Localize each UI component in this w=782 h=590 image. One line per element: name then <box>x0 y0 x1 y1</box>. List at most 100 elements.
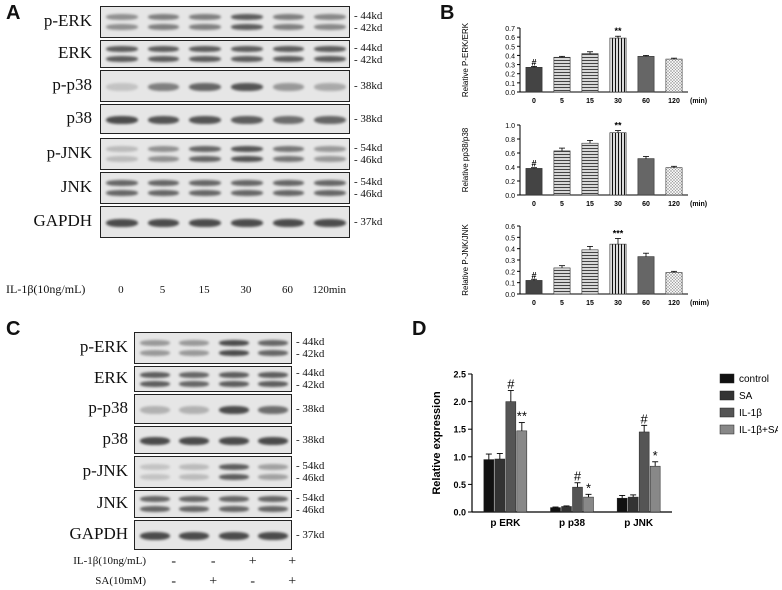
panel-label-b: B <box>440 2 455 24</box>
significance-mark: ** <box>614 121 622 131</box>
y-tick-label: 1.0 <box>453 452 466 462</box>
blot-row-label: GAPDH <box>33 211 92 230</box>
molecular-weight: - 54kd - 46kd <box>354 142 382 166</box>
legend-swatch <box>719 407 735 418</box>
blot-band <box>218 532 249 540</box>
chart-b1-perk: Relative P-ERK/ERK 0.0 0.1 0.2 0.3 0.4 0.5 0.6 0… <box>461 22 707 105</box>
blot-band <box>258 406 289 414</box>
x-tick-label: 15 <box>586 98 594 105</box>
bar <box>609 243 627 295</box>
blot-strip <box>100 138 350 170</box>
blot-band <box>179 496 210 503</box>
blot-band <box>139 350 170 357</box>
blot-band <box>258 496 289 503</box>
blot-band <box>139 532 170 540</box>
blot-row-label: ERK <box>94 368 128 387</box>
blot-band <box>218 406 249 414</box>
mw-marker: - 46kd <box>354 188 383 200</box>
timepoint-label: 5 <box>159 284 166 296</box>
blot-band <box>147 24 180 31</box>
x-tick-label: 120 <box>668 300 680 307</box>
blot-row-label: ERK <box>58 43 92 62</box>
blot-band <box>106 116 138 124</box>
blot-strip <box>134 332 292 364</box>
condition-label: IL-1β(10ng/mL) <box>73 555 146 567</box>
bar <box>616 497 628 513</box>
blot-band <box>106 219 138 227</box>
y-tick-label: 0.2 <box>505 72 515 79</box>
bar <box>581 142 599 196</box>
blot-band <box>218 505 249 512</box>
molecular-weight: - 37kd <box>354 216 382 228</box>
blot-band <box>139 371 170 378</box>
chart-d-relative-expression: Relative expression0.00.51.01.52.02.5#**… <box>431 370 778 530</box>
blot-band <box>231 116 263 124</box>
blot-band <box>147 219 180 227</box>
timepoint-label: 120min <box>312 284 346 296</box>
blot-band <box>179 532 210 540</box>
condition-value: - <box>210 554 216 569</box>
x-tick-label: 5 <box>560 201 564 208</box>
bar <box>665 272 683 295</box>
bar <box>637 158 655 196</box>
blot-row-label: p-p38 <box>52 75 92 94</box>
chart-b3-pjnk: Relative P-JNK/JNK 0.0 0.1 0.2 0.3 0.4 0.5 0.6 #… <box>461 224 709 307</box>
blot-band <box>189 190 221 197</box>
bar <box>609 37 627 93</box>
blot-band <box>139 406 170 414</box>
blot-band <box>179 350 210 357</box>
blot-band <box>258 339 289 346</box>
y-tick-label: 0.0 <box>453 508 466 518</box>
blot-band <box>179 474 210 481</box>
blot-band <box>218 474 249 481</box>
x-tick-label: 60 <box>642 201 650 208</box>
mw-marker: - 44kd <box>296 367 325 379</box>
blot-band <box>179 463 210 470</box>
bar <box>525 168 543 196</box>
blot-band <box>139 474 170 481</box>
treatment-label-a: IL-1β(10ng/mL) <box>6 282 86 296</box>
blot-band <box>147 13 180 20</box>
blot-band <box>189 55 221 62</box>
significance-mark: * <box>653 448 658 463</box>
x-tick-label: 120 <box>668 201 680 208</box>
significance-mark: *** <box>613 228 624 238</box>
y-axis-label: Relative P-JNK/JNK <box>461 224 470 296</box>
x-tick-label: 120 <box>668 98 680 105</box>
blot-band <box>218 371 249 378</box>
condition-value: + <box>288 554 297 569</box>
blot-band <box>139 496 170 503</box>
significance-mark: ** <box>614 26 622 36</box>
blot-strip <box>134 520 292 550</box>
mw-marker: - 42kd <box>354 22 383 34</box>
blot-band <box>106 156 138 163</box>
y-tick-label: 0.2 <box>505 269 515 276</box>
x-tick-label: p p38 <box>559 518 586 529</box>
blot-band <box>272 55 305 62</box>
mw-marker: - 46kd <box>296 504 325 516</box>
legend-label: IL-1β+SA <box>739 425 778 436</box>
mw-marker: - 42kd <box>296 379 325 391</box>
y-axis-label: Relative P-ERK/ERK <box>461 22 470 97</box>
blot-band <box>106 190 138 197</box>
blot-band <box>218 380 249 387</box>
blot-strip <box>100 104 350 134</box>
panel-label-c: C <box>6 318 21 340</box>
y-tick-label: 0.4 <box>505 53 515 60</box>
molecular-weight: - 38kd <box>354 80 382 92</box>
blot-band <box>231 13 263 20</box>
x-tick-label: 30 <box>614 300 622 307</box>
y-tick-label: 0.5 <box>453 480 466 490</box>
blot-band <box>272 179 305 186</box>
blot-band <box>272 190 305 197</box>
legend-label: control <box>739 374 769 385</box>
blot-row-label: p-JNK <box>46 143 92 162</box>
molecular-weight: - 44kd - 42kd <box>354 42 382 66</box>
bar <box>561 506 572 513</box>
x-tick-label: 60 <box>642 98 650 105</box>
bar <box>637 256 655 295</box>
legend-swatch <box>719 424 735 435</box>
mw-marker: - 42kd <box>296 348 325 360</box>
mw-marker: - 42kd <box>354 54 383 66</box>
blot-band <box>189 46 221 53</box>
